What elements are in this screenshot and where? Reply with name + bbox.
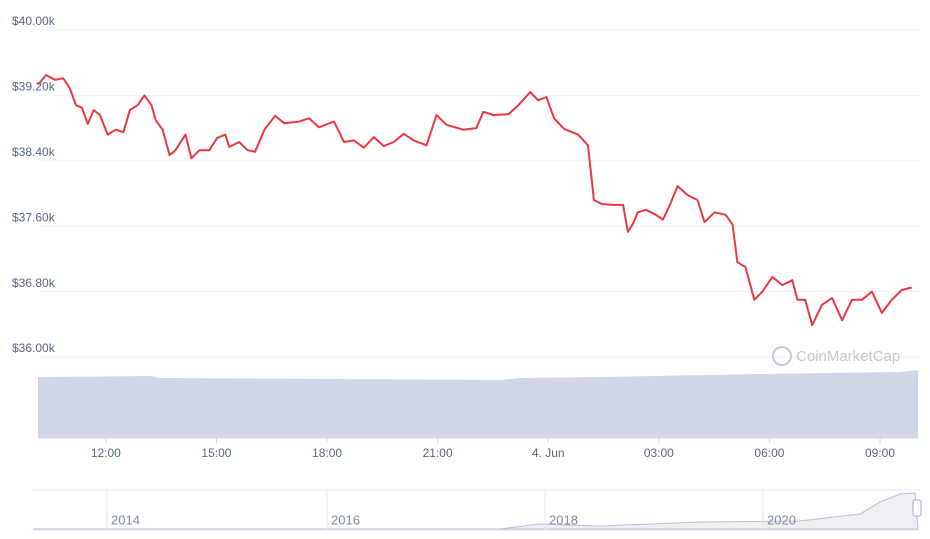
y-tick-label: $40.00k — [12, 14, 56, 28]
y-tick-label: $36.00k — [12, 341, 56, 355]
watermark: CoinMarketCap — [772, 346, 900, 366]
x-tick-label: 09:00 — [865, 446, 895, 460]
volume-area — [38, 370, 918, 438]
x-tick-label: 06:00 — [754, 446, 784, 460]
x-tick-label: 12:00 — [91, 446, 121, 460]
y-tick-label: $39.20k — [12, 80, 56, 94]
y-tick-label: $37.60k — [12, 210, 56, 224]
x-tick-label: 21:00 — [423, 446, 453, 460]
x-tick-label: 03:00 — [644, 446, 674, 460]
navigator-label: 2020 — [767, 512, 796, 527]
navigator — [33, 489, 922, 531]
y-tick-label: $38.40k — [12, 145, 56, 159]
navigator-label: 2018 — [549, 512, 578, 527]
price-line — [37, 74, 912, 327]
y-tick-label: $36.80k — [12, 276, 56, 290]
navigator-label: 2014 — [111, 512, 140, 527]
x-tick-label: 4. Jun — [532, 446, 565, 460]
navigator-label: 2016 — [331, 512, 360, 527]
x-tick-label: 18:00 — [312, 446, 342, 460]
watermark-text: CoinMarketCap — [796, 348, 900, 365]
x-tick-label: 15:00 — [201, 446, 231, 460]
